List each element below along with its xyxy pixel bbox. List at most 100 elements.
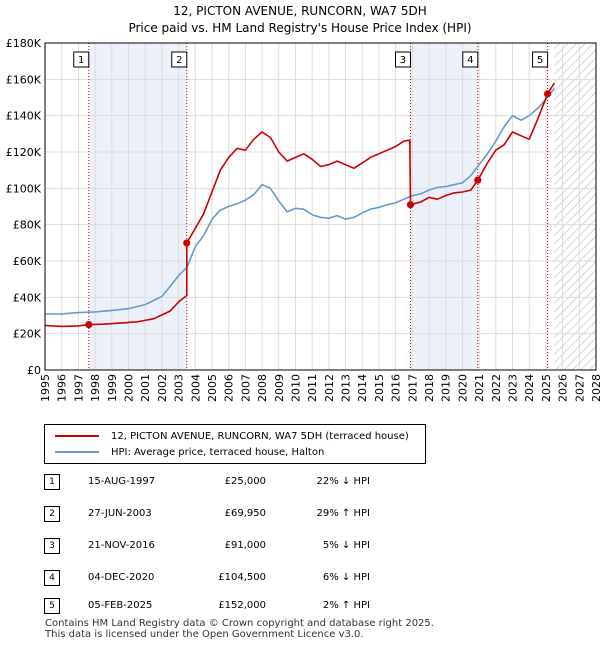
x-tick-label: 2001 [139, 374, 152, 402]
sale-point [85, 320, 93, 329]
sale-hpi-diff: 6% ↓ HPI [322, 572, 370, 583]
sale-price: £152,000 [218, 600, 266, 611]
sale-label-number: 1 [78, 55, 84, 66]
x-tick-label: 2010 [289, 374, 302, 402]
x-tick-label: 2004 [189, 374, 202, 402]
x-tick-label: 2002 [156, 374, 169, 402]
series-line-hpi [45, 87, 555, 315]
x-tick-label: 2013 [340, 374, 353, 402]
x-tick-label: 2025 [540, 374, 553, 402]
x-tick-label: 2021 [473, 374, 486, 402]
sale-date: 27-JUN-2003 [88, 508, 152, 519]
x-tick-label: 2006 [223, 374, 236, 402]
x-tick-label: 2026 [557, 374, 570, 402]
x-tick-label: 2022 [490, 374, 503, 402]
plot-border [44, 42, 597, 371]
sale-hpi-diff: 5% ↓ HPI [322, 540, 370, 551]
sale-price: £69,950 [224, 508, 266, 519]
sale-label-box: 5 [532, 51, 549, 68]
x-tick-label: 2005 [206, 374, 219, 402]
x-tick-label: 2028 [590, 374, 600, 402]
legend-label-property: 12, PICTON AVENUE, RUNCORN, WA7 5DH (ter… [111, 430, 409, 442]
sale-date: 15-AUG-1997 [88, 476, 156, 487]
legend-item-hpi: HPI: Average price, terraced house, Halt… [55, 445, 324, 459]
x-tick-label: 2000 [122, 374, 135, 402]
y-tick-label: £180K [6, 37, 42, 50]
sale-number: 1 [44, 474, 60, 490]
sale-point [183, 239, 191, 247]
price-chart: 1 2 3 4 5 £0 £20K £40K £60K £80K £100K £120K £140K £1… [6, 37, 600, 402]
x-tick-label: 2009 [273, 374, 286, 402]
sale-period-band [410, 43, 478, 370]
y-tick-label: £160K [6, 73, 42, 86]
x-tick-label: 2003 [173, 374, 186, 402]
x-tick-label: 2027 [573, 374, 586, 402]
legend-item-property: 12, PICTON AVENUE, RUNCORN, WA7 5DH (ter… [55, 429, 409, 443]
sale-label-frame [462, 51, 479, 68]
sale-price: £91,000 [224, 540, 266, 551]
footer-copyright: Contains HM Land Registry data © Crown c… [45, 618, 434, 629]
sale-point [474, 176, 482, 184]
x-tick-label: 2024 [523, 374, 536, 402]
x-tick-label: 2020 [456, 374, 469, 402]
sale-date: 04-DEC-2020 [88, 572, 155, 583]
footer-licence: This data is licensed under the Open Gov… [45, 629, 364, 640]
sale-hpi-diff: 2% ↑ HPI [322, 600, 370, 611]
x-tick-label: 1996 [56, 374, 69, 402]
forecast-region [554, 43, 596, 370]
sale-label-box: 1 [73, 51, 90, 68]
y-tick-label: £0 [27, 364, 41, 377]
legend-label-hpi: HPI: Average price, terraced house, Halt… [111, 446, 325, 458]
x-tick-label: 1998 [89, 374, 102, 402]
sale-hpi-diff: 22% ↓ HPI [316, 476, 370, 487]
footer: Contains HM Land Registry data © Crown c… [45, 618, 434, 640]
sale-row: 4 04-DEC-2020 £104,500 6% ↓ HPI [44, 570, 464, 586]
x-tick-label: 2015 [373, 374, 386, 402]
sale-hpi-diff: 29% ↑ HPI [316, 508, 370, 519]
x-tick-label: 2017 [406, 374, 419, 402]
x-tick-label: 2007 [239, 374, 252, 402]
x-tick-label: 2008 [256, 374, 269, 402]
x-tick-label: 2023 [507, 374, 520, 402]
y-tick-label: £80K [13, 219, 42, 232]
sale-price: £25,000 [224, 476, 266, 487]
sale-row: 3 21-NOV-2016 £91,000 5% ↓ HPI [44, 538, 464, 554]
sale-point [543, 90, 552, 98]
sale-label-frame [394, 51, 411, 68]
sale-number: 5 [44, 598, 60, 614]
sale-label-number: 2 [176, 55, 182, 66]
sale-row: 5 05-FEB-2025 £152,000 2% ↑ HPI [44, 598, 464, 614]
sale-period-band [88, 43, 187, 370]
sale-number: 2 [44, 506, 60, 522]
y-tick-label: £20K [13, 328, 42, 341]
y-tick-label: £120K [6, 146, 42, 159]
sale-label-number: 3 [400, 55, 406, 66]
y-tick-label: £100K [6, 182, 42, 195]
sale-number: 3 [44, 538, 60, 554]
x-tick-label: 1999 [106, 374, 119, 402]
sale-label-frame [73, 51, 90, 68]
series-line-property [45, 82, 555, 328]
sale-label-number: 4 [467, 55, 473, 66]
x-tick-label: 1997 [72, 374, 85, 402]
x-tick-label: 2018 [423, 374, 436, 402]
sale-row: 2 27-JUN-2003 £69,950 29% ↑ HPI [44, 506, 464, 522]
x-tick-label: 2016 [390, 374, 403, 402]
sale-row: 1 15-AUG-1997 £25,000 22% ↓ HPI [44, 474, 464, 490]
sale-label-frame [171, 51, 188, 68]
sale-point [406, 201, 415, 209]
legend-swatch-hpi [55, 451, 99, 453]
sale-label-frame [532, 51, 549, 68]
chart-subtitle: Price paid vs. HM Land Registry's House … [128, 21, 472, 35]
sale-label-box: 2 [171, 51, 188, 68]
sale-date: 05-FEB-2025 [88, 600, 153, 611]
sale-date: 21-NOV-2016 [88, 540, 155, 551]
sale-number: 4 [44, 570, 60, 586]
y-tick-label: £140K [6, 110, 42, 123]
x-tick-label: 2014 [356, 374, 369, 402]
sale-label-box: 3 [394, 51, 411, 68]
x-tick-label: 2012 [323, 374, 336, 402]
sale-label-number: 5 [537, 55, 543, 66]
x-tick-label: 2011 [306, 374, 319, 402]
sale-label-box: 4 [462, 51, 479, 68]
